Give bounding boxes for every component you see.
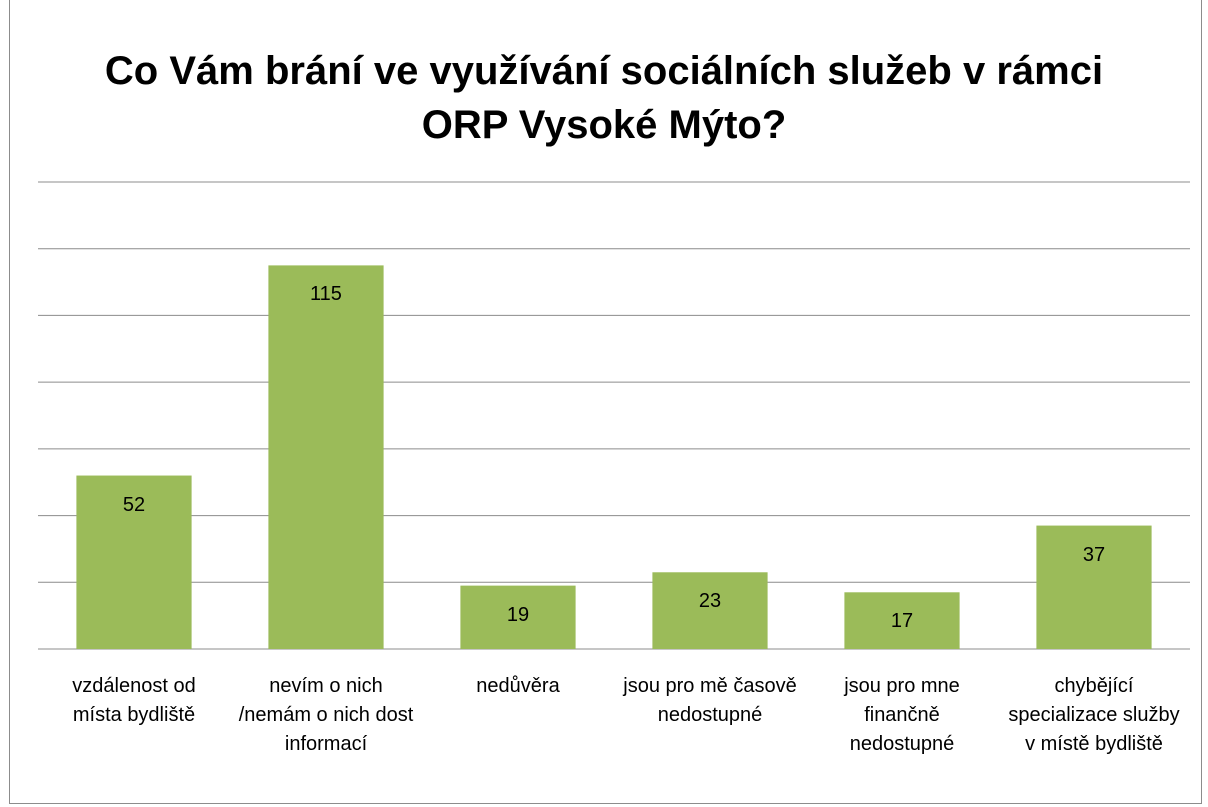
chart-title: Co Vám brání ve využívání sociálních slu… [104, 49, 1104, 147]
x-tick-label: chybějící specializace služby v místě by… [1008, 675, 1180, 755]
bar [268, 265, 384, 649]
x-tick-label: jsou pro mne finančně nedostupné [844, 675, 960, 755]
bar [652, 572, 768, 649]
bar [844, 592, 960, 649]
x-tick-label: jsou pro mě časově nedostupné [623, 675, 797, 726]
bar [1036, 525, 1152, 649]
bar [460, 585, 576, 649]
data-label: 115 [310, 283, 342, 306]
data-label: 17 [890, 610, 914, 633]
data-label: 37 [1082, 543, 1106, 566]
data-label: 52 [122, 493, 146, 516]
x-tick-label: nedůvěra [476, 675, 560, 697]
data-label: 19 [506, 603, 530, 626]
chart-frame [9, 0, 1202, 804]
x-tick-label: vzdálenost od místa bydliště [72, 675, 196, 726]
x-tick-label: nevím o nich /nemám o nich dost informac… [238, 675, 414, 755]
bar [76, 475, 192, 649]
data-label: 23 [698, 590, 722, 613]
